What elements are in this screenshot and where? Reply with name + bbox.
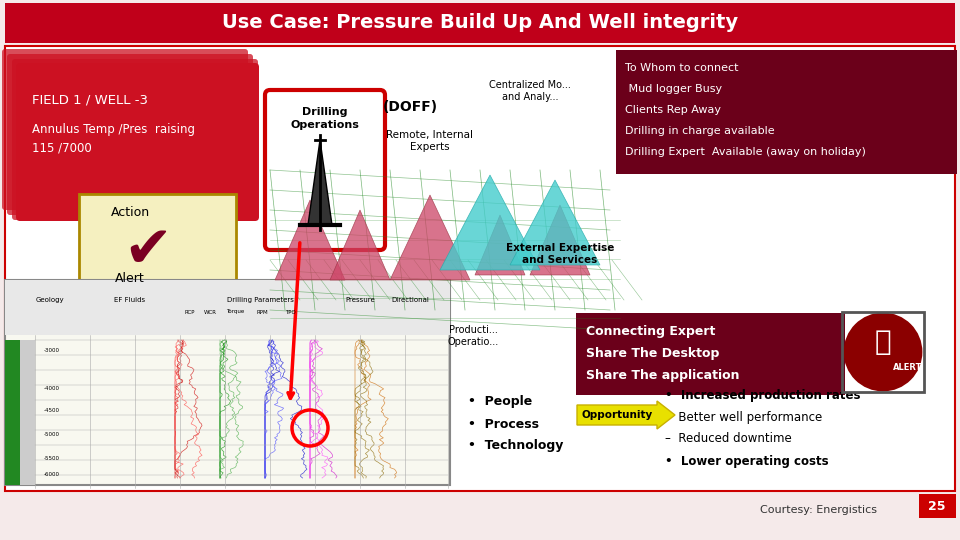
FancyBboxPatch shape — [79, 194, 236, 291]
FancyBboxPatch shape — [16, 63, 259, 221]
Text: Drilling Expert  Available (away on holiday): Drilling Expert Available (away on holid… — [625, 147, 866, 157]
Text: Alert: Alert — [115, 272, 145, 285]
Text: Directional: Directional — [391, 297, 429, 303]
Text: •  Technology: • Technology — [468, 440, 564, 453]
Text: -4500: -4500 — [44, 408, 60, 413]
Text: ✔: ✔ — [124, 221, 173, 279]
Text: •  People: • People — [468, 395, 532, 408]
Text: Opportunity: Opportunity — [582, 410, 653, 420]
Text: Torque: Torque — [226, 309, 244, 314]
Text: Geology: Geology — [36, 297, 64, 303]
Polygon shape — [440, 175, 540, 270]
Text: -3000: -3000 — [44, 348, 60, 353]
Text: Use Case: Pressure Build Up And Well integrity: Use Case: Pressure Build Up And Well int… — [222, 14, 738, 32]
Text: 115 /7000: 115 /7000 — [32, 141, 92, 154]
Text: •  Lower operating costs: • Lower operating costs — [665, 455, 828, 468]
Text: -5000: -5000 — [44, 433, 60, 437]
Text: -5500: -5500 — [44, 456, 60, 461]
Text: -4000: -4000 — [44, 386, 60, 390]
Polygon shape — [530, 205, 590, 275]
FancyBboxPatch shape — [919, 494, 956, 518]
Text: Producti...: Producti... — [448, 325, 497, 335]
Polygon shape — [510, 180, 600, 265]
Text: RCP: RCP — [184, 309, 195, 314]
Text: Experts: Experts — [410, 142, 450, 152]
Polygon shape — [475, 215, 525, 275]
FancyBboxPatch shape — [616, 50, 957, 174]
Text: 🚶: 🚶 — [875, 328, 891, 356]
Text: 25: 25 — [928, 500, 946, 512]
Text: (DOFF): (DOFF) — [382, 100, 438, 114]
Text: •  Increased production rates: • Increased production rates — [665, 388, 860, 402]
Text: Share The application: Share The application — [586, 369, 739, 382]
Text: •  Process: • Process — [468, 417, 539, 430]
Text: Share The Desktop: Share The Desktop — [586, 348, 719, 361]
Text: -6000: -6000 — [44, 472, 60, 477]
Text: Mud logger Busy: Mud logger Busy — [625, 84, 722, 94]
Text: TPO: TPO — [284, 309, 296, 314]
Text: External Expertise: External Expertise — [506, 243, 614, 253]
Text: Courtesy: Energistics: Courtesy: Energistics — [760, 505, 877, 515]
Text: Remote, Internal: Remote, Internal — [387, 130, 473, 140]
Text: and Services: and Services — [522, 255, 598, 265]
Circle shape — [845, 314, 921, 390]
Text: RPM: RPM — [256, 309, 268, 314]
FancyBboxPatch shape — [576, 313, 845, 395]
FancyBboxPatch shape — [2, 49, 248, 210]
Text: Drilling Parameters: Drilling Parameters — [227, 297, 294, 303]
Text: WCR: WCR — [204, 309, 217, 314]
Text: –  Better well performance: – Better well performance — [665, 410, 823, 423]
Text: To Whom to connect: To Whom to connect — [625, 63, 738, 73]
Text: ALERT: ALERT — [894, 363, 923, 373]
Text: Clients Rep Away: Clients Rep Away — [625, 105, 721, 115]
Text: EF Fluids: EF Fluids — [114, 297, 146, 303]
Text: Operations: Operations — [291, 120, 359, 130]
FancyBboxPatch shape — [7, 54, 253, 215]
Text: Connecting Expert: Connecting Expert — [586, 326, 715, 339]
Text: FIELD 1 / WELL -3: FIELD 1 / WELL -3 — [32, 93, 148, 106]
Text: –  Reduced downtime: – Reduced downtime — [665, 433, 792, 446]
FancyBboxPatch shape — [265, 90, 385, 250]
FancyBboxPatch shape — [5, 340, 20, 485]
Text: Action: Action — [110, 206, 150, 219]
Polygon shape — [308, 140, 332, 225]
Text: and Analy...: and Analy... — [502, 92, 559, 102]
Text: Centralized Mo...: Centralized Mo... — [489, 80, 571, 90]
Text: Drilling in charge available: Drilling in charge available — [625, 126, 775, 136]
FancyBboxPatch shape — [5, 3, 955, 43]
FancyBboxPatch shape — [5, 280, 450, 335]
Text: Pressure: Pressure — [346, 297, 374, 303]
Polygon shape — [275, 200, 345, 280]
Text: Operatio...: Operatio... — [447, 337, 498, 347]
FancyBboxPatch shape — [5, 46, 955, 491]
Polygon shape — [390, 195, 470, 280]
Text: Annulus Temp /Pres  raising: Annulus Temp /Pres raising — [32, 124, 195, 137]
FancyBboxPatch shape — [5, 280, 450, 485]
Polygon shape — [330, 210, 390, 280]
FancyBboxPatch shape — [20, 340, 35, 485]
FancyBboxPatch shape — [12, 59, 258, 220]
FancyArrow shape — [577, 401, 675, 429]
Text: Drilling: Drilling — [302, 107, 348, 117]
